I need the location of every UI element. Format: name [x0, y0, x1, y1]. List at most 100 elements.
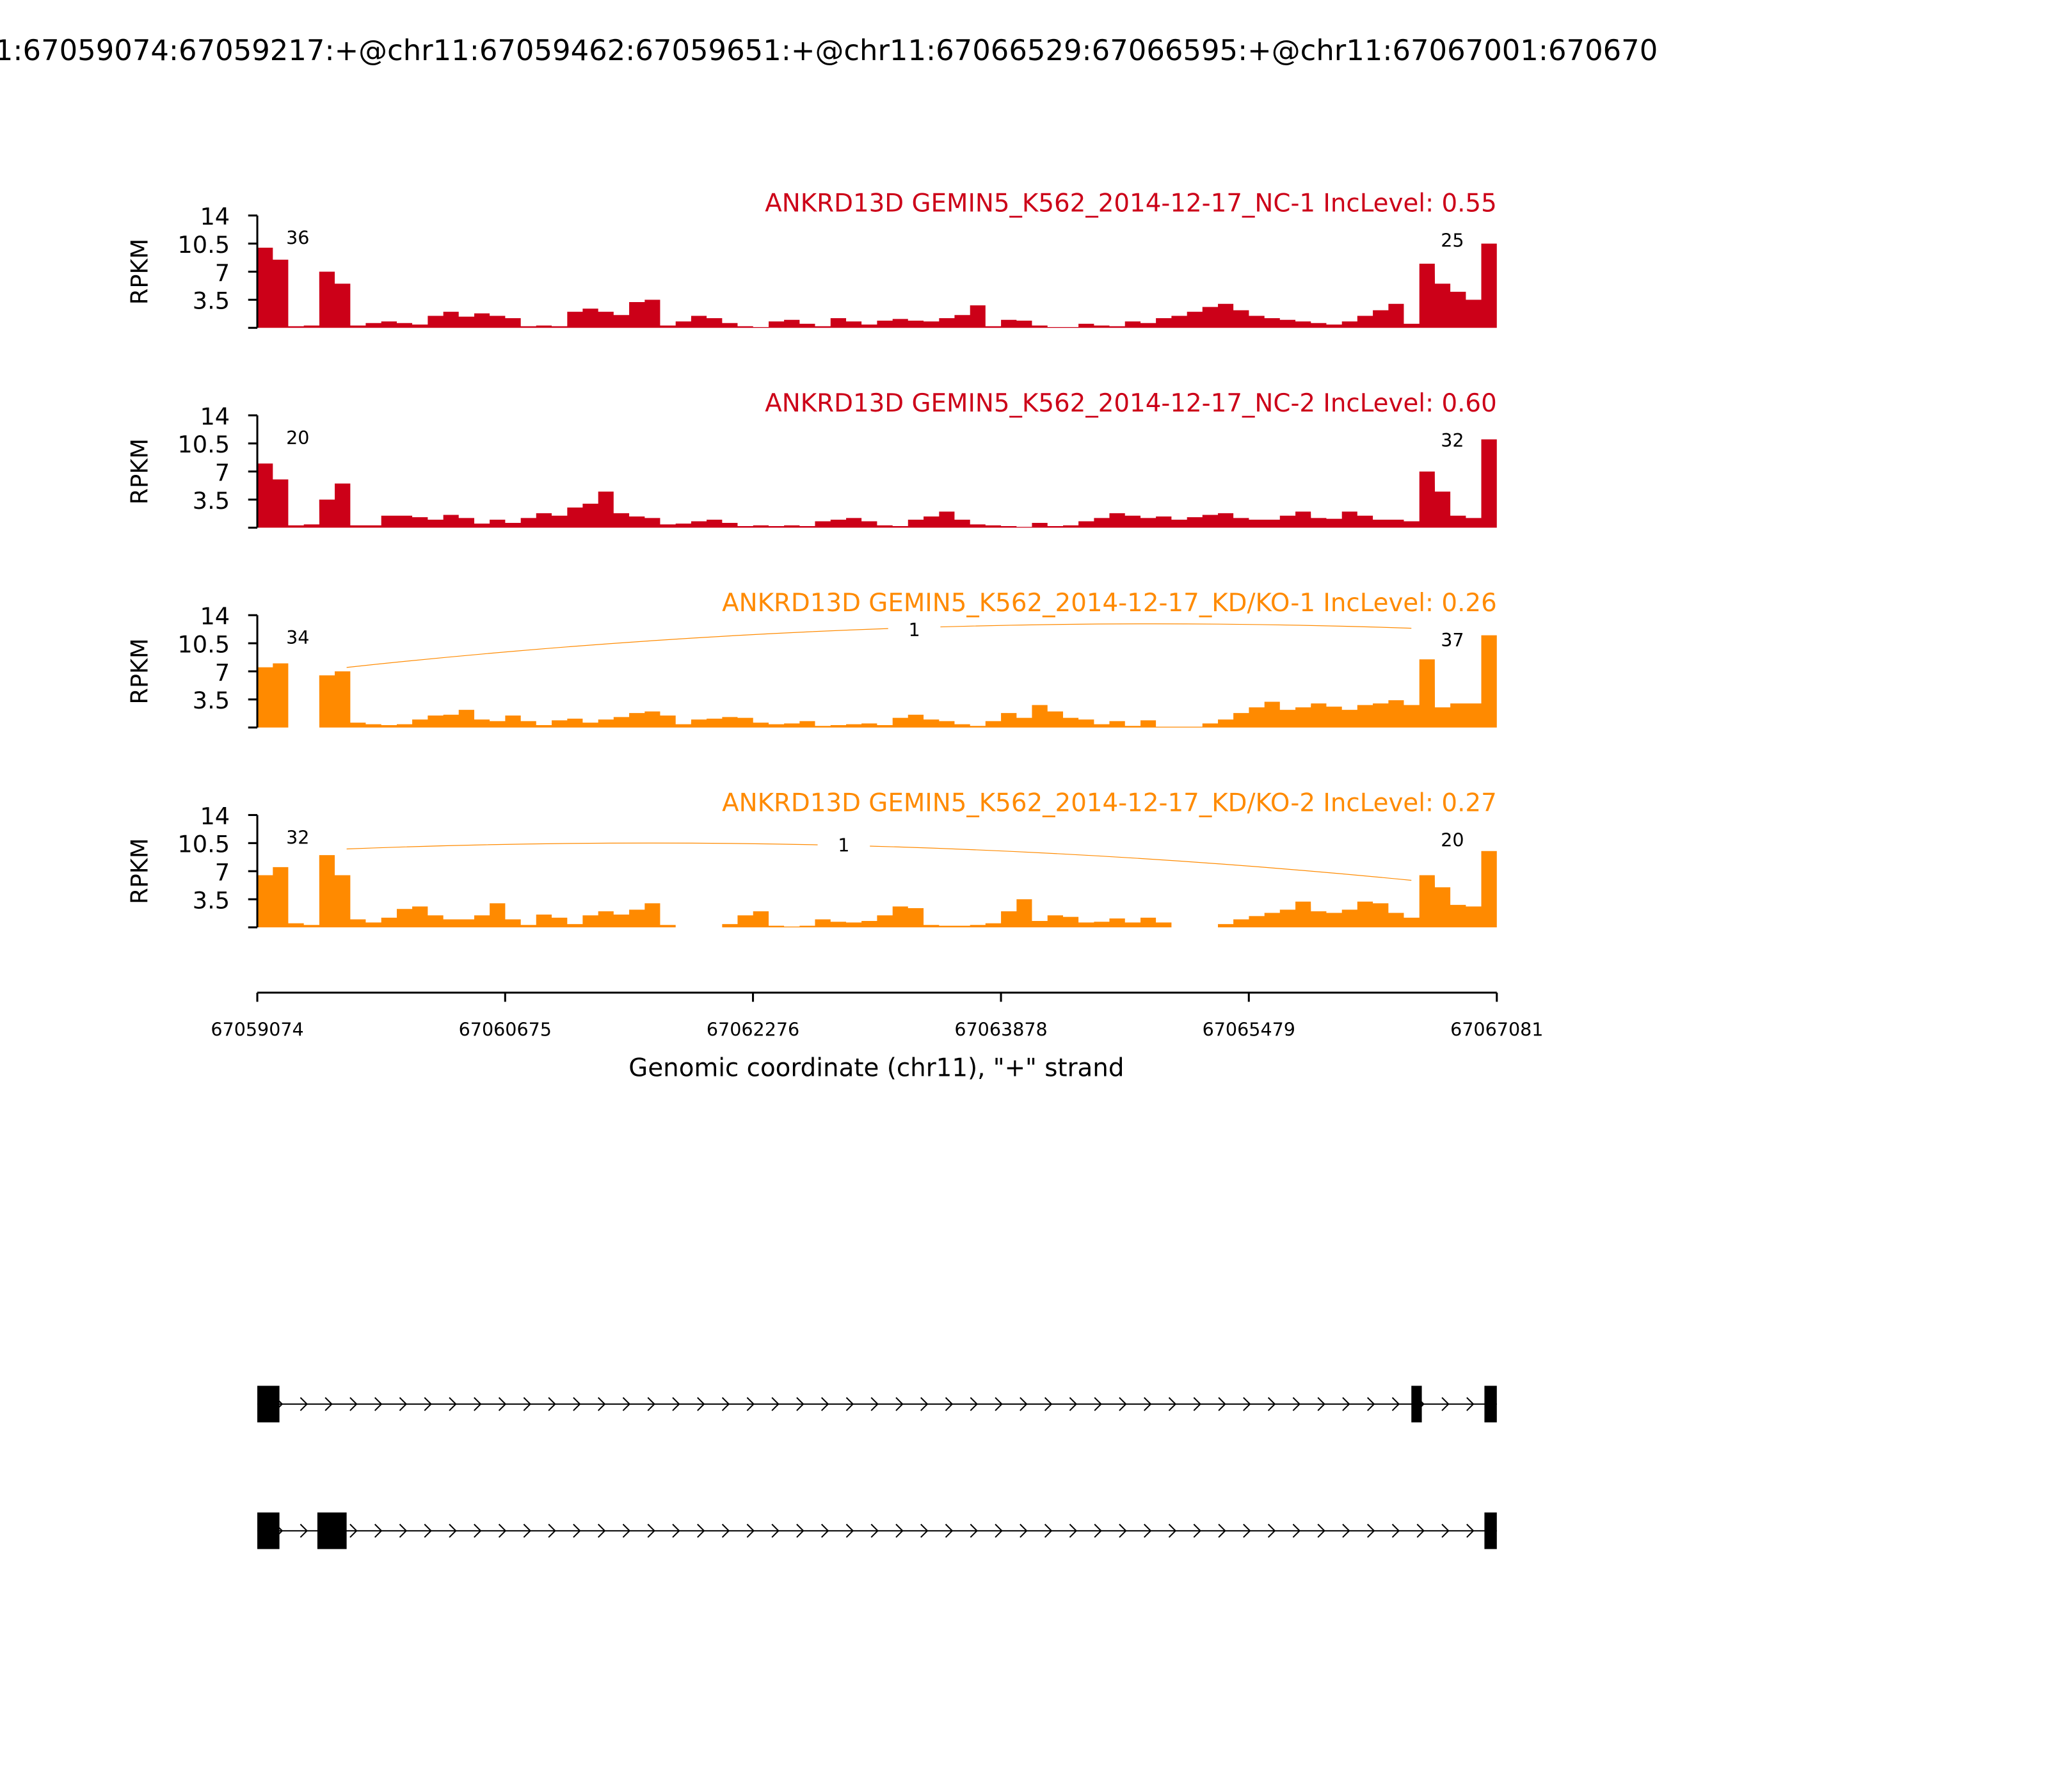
y-tick-label: 14	[200, 803, 230, 830]
strand-arrow-icon	[1218, 1523, 1226, 1538]
strand-arrow-icon	[1069, 1523, 1078, 1538]
junction-count-label: 32	[1441, 429, 1464, 451]
y-tick-label: 7	[215, 259, 230, 287]
strand-arrow-icon	[1367, 1523, 1375, 1538]
y-tick-label: 7	[215, 659, 230, 686]
strand-arrow-icon	[1416, 1523, 1425, 1538]
strand-arrow-icon	[474, 1396, 482, 1411]
strand-arrow-icon	[548, 1396, 556, 1411]
strand-arrow-icon	[970, 1396, 978, 1411]
track-title: ANKRD13D GEMIN5_K562_2014-12-17_KD/KO-2 …	[722, 788, 1497, 817]
strand-arrow-icon	[697, 1396, 705, 1411]
strand-arrow-icon	[399, 1396, 408, 1411]
strand-arrow-icon	[771, 1523, 780, 1538]
strand-arrow-icon	[1020, 1523, 1028, 1538]
x-tick-label: 67062276	[707, 1018, 799, 1040]
strand-arrow-icon	[1044, 1396, 1053, 1411]
strand-arrow-icon	[970, 1523, 978, 1538]
y-axis-label: RPKM	[126, 438, 154, 504]
strand-arrow-icon	[1292, 1523, 1301, 1538]
strand-arrow-icon	[995, 1523, 1003, 1538]
strand-arrow-icon	[1144, 1523, 1152, 1538]
y-axis-label: RPKM	[126, 838, 154, 904]
strand-arrow-icon	[920, 1396, 929, 1411]
strand-arrow-icon	[721, 1396, 730, 1411]
y-tick-label: 10.5	[177, 431, 230, 458]
strand-arrow-icon	[1168, 1396, 1177, 1411]
strand-arrow-icon	[597, 1523, 606, 1538]
track-title: ANKRD13D GEMIN5_K562_2014-12-17_KD/KO-1 …	[722, 589, 1497, 618]
strand-arrow-icon	[672, 1523, 680, 1538]
strand-arrow-icon	[449, 1523, 457, 1538]
exon-block	[317, 1512, 347, 1549]
strand-arrow-icon	[845, 1523, 854, 1538]
strand-arrow-icon	[796, 1396, 804, 1411]
strand-arrow-icon	[1466, 1523, 1475, 1538]
x-tick-label: 67065479	[1203, 1018, 1295, 1040]
strand-arrow-icon	[895, 1523, 904, 1538]
strand-arrow-icon	[895, 1396, 904, 1411]
strand-arrow-icon	[424, 1396, 432, 1411]
x-tick-label: 67060675	[459, 1018, 552, 1040]
strand-arrow-icon	[647, 1523, 655, 1538]
strand-arrow-icon	[374, 1523, 383, 1538]
exon-block	[257, 1386, 280, 1423]
strand-arrow-icon	[1317, 1523, 1325, 1538]
chart-title: 1:67059074:67059217:+@chr11:67059462:670…	[0, 33, 1658, 67]
strand-arrow-icon	[1267, 1396, 1276, 1411]
strand-arrow-icon	[498, 1396, 507, 1411]
strand-arrow-icon	[1391, 1523, 1400, 1538]
exon-block	[1484, 1512, 1497, 1549]
strand-arrow-icon	[870, 1396, 879, 1411]
strand-arrow-icon	[1119, 1396, 1127, 1411]
strand-arrow-icon	[870, 1523, 879, 1538]
strand-arrow-icon	[1267, 1523, 1276, 1538]
junction-count-label: 1	[908, 619, 920, 641]
strand-arrow-icon	[399, 1523, 408, 1538]
strand-arrow-icon	[1391, 1396, 1400, 1411]
junction-count-label: 32	[286, 826, 309, 848]
strand-arrow-icon	[1020, 1396, 1028, 1411]
x-axis: 67059074 67060675 67062276 67063878 67065479…	[211, 991, 1543, 1083]
strand-arrow-icon	[820, 1396, 829, 1411]
y-tick-label: 10.5	[177, 630, 230, 658]
y-tick-label: 3.5	[193, 287, 230, 315]
strand-arrow-icon	[647, 1396, 655, 1411]
strand-arrow-icon	[597, 1396, 606, 1411]
strand-arrow-icon	[721, 1523, 730, 1538]
strand-arrow-icon	[1094, 1396, 1102, 1411]
strand-arrow-icon	[995, 1396, 1003, 1411]
coverage-area	[257, 851, 1497, 927]
exon-block	[1411, 1386, 1422, 1423]
strand-arrow-icon	[523, 1523, 532, 1538]
exon-block	[1484, 1386, 1497, 1423]
strand-arrow-icon	[1342, 1396, 1350, 1411]
strand-arrow-icon	[1144, 1396, 1152, 1411]
strand-arrow-icon	[424, 1523, 432, 1538]
y-tick-label: 7	[215, 859, 230, 886]
strand-arrow-icon	[1094, 1523, 1102, 1538]
strand-arrow-icon	[449, 1396, 457, 1411]
strand-arrow-icon	[1441, 1523, 1450, 1538]
strand-arrow-icon	[1342, 1523, 1350, 1538]
junction-count-label: 20	[1441, 829, 1464, 851]
strand-arrow-icon	[1466, 1396, 1475, 1411]
label-bg	[888, 620, 941, 642]
strand-arrow-icon	[771, 1396, 780, 1411]
strand-arrow-icon	[1193, 1396, 1201, 1411]
strand-arrow-icon	[300, 1523, 308, 1538]
strand-arrow-icon	[324, 1396, 333, 1411]
transcript-2	[257, 1512, 1497, 1549]
strand-arrow-icon	[498, 1523, 507, 1538]
skipping-junction-arc	[346, 623, 1412, 668]
strand-arrow-icon	[1243, 1523, 1251, 1538]
strand-arrow-icon	[474, 1523, 482, 1538]
y-tick-label: 7	[215, 459, 230, 486]
skipping-junction-arc	[346, 842, 1412, 881]
strand-arrow-icon	[672, 1396, 680, 1411]
strand-arrow-icon	[1069, 1396, 1078, 1411]
junction-count-label: 34	[286, 627, 309, 648]
strand-arrow-icon	[1317, 1396, 1325, 1411]
